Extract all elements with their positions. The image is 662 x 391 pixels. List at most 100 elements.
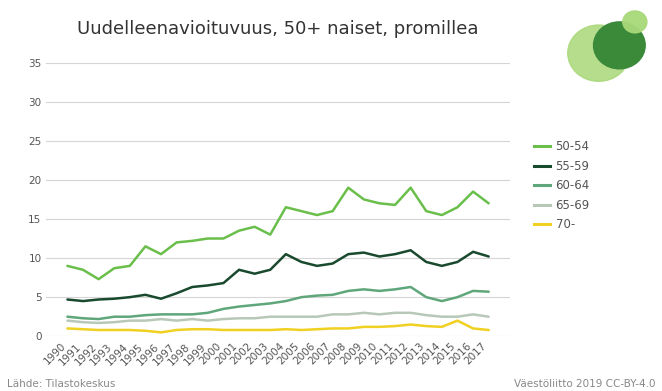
65-69 xyxy=(157,317,165,321)
50-54 xyxy=(64,264,71,268)
70- xyxy=(453,318,461,323)
70- xyxy=(360,325,368,329)
65-69 xyxy=(95,321,103,325)
50-54 xyxy=(438,213,446,217)
Line: 65-69: 65-69 xyxy=(68,313,489,323)
70- xyxy=(282,327,290,332)
70- xyxy=(375,325,383,329)
65-69 xyxy=(422,313,430,317)
50-54 xyxy=(313,213,321,217)
70- xyxy=(142,328,150,333)
Text: Väestöliitto 2019 CC-BY-4.0: Väestöliitto 2019 CC-BY-4.0 xyxy=(514,379,655,389)
60-64 xyxy=(375,289,383,293)
55-59 xyxy=(453,260,461,264)
70- xyxy=(173,328,181,332)
55-59 xyxy=(375,254,383,259)
50-54 xyxy=(469,189,477,194)
55-59 xyxy=(188,285,196,289)
55-59 xyxy=(266,267,274,272)
70- xyxy=(344,326,352,331)
65-69 xyxy=(453,314,461,319)
55-59 xyxy=(204,283,212,288)
65-69 xyxy=(220,317,228,321)
60-64 xyxy=(282,299,290,303)
65-69 xyxy=(469,312,477,317)
Text: Uudelleenavioituvuus, 50+ naiset, promillea: Uudelleenavioituvuus, 50+ naiset, promil… xyxy=(77,20,479,38)
50-54 xyxy=(251,224,259,229)
70- xyxy=(391,324,399,328)
70- xyxy=(204,327,212,332)
Line: 50-54: 50-54 xyxy=(68,188,489,279)
55-59 xyxy=(328,261,336,266)
60-64 xyxy=(438,299,446,303)
55-59 xyxy=(126,295,134,300)
55-59 xyxy=(344,252,352,256)
Text: Lähde: Tilastokeskus: Lähde: Tilastokeskus xyxy=(7,379,115,389)
60-64 xyxy=(157,312,165,317)
50-54 xyxy=(391,203,399,207)
50-54 xyxy=(406,185,414,190)
70- xyxy=(188,327,196,332)
60-64 xyxy=(173,312,181,317)
60-64 xyxy=(344,289,352,293)
60-64 xyxy=(313,293,321,298)
70- xyxy=(406,322,414,327)
50-54 xyxy=(204,236,212,241)
55-59 xyxy=(173,291,181,296)
60-64 xyxy=(469,289,477,293)
50-54 xyxy=(485,201,493,206)
55-59 xyxy=(469,249,477,254)
65-69 xyxy=(328,312,336,317)
55-59 xyxy=(235,267,243,272)
60-64 xyxy=(406,285,414,289)
Line: 55-59: 55-59 xyxy=(68,250,489,301)
65-69 xyxy=(391,310,399,315)
65-69 xyxy=(313,314,321,319)
50-54 xyxy=(297,209,305,213)
65-69 xyxy=(188,317,196,321)
65-69 xyxy=(235,316,243,321)
60-64 xyxy=(79,316,87,321)
50-54 xyxy=(422,209,430,213)
55-59 xyxy=(422,260,430,264)
60-64 xyxy=(360,287,368,292)
55-59 xyxy=(142,292,150,297)
70- xyxy=(297,328,305,332)
60-64 xyxy=(251,303,259,307)
60-64 xyxy=(204,310,212,315)
55-59 xyxy=(95,297,103,302)
70- xyxy=(251,328,259,332)
60-64 xyxy=(111,314,118,319)
50-54 xyxy=(79,267,87,272)
60-64 xyxy=(328,292,336,297)
65-69 xyxy=(375,312,383,317)
70- xyxy=(328,326,336,331)
55-59 xyxy=(157,296,165,301)
70- xyxy=(220,328,228,332)
65-69 xyxy=(360,310,368,315)
55-59 xyxy=(485,254,493,259)
60-64 xyxy=(266,301,274,306)
50-54 xyxy=(126,264,134,268)
70- xyxy=(235,328,243,332)
60-64 xyxy=(220,307,228,311)
50-54 xyxy=(360,197,368,202)
70- xyxy=(422,324,430,328)
65-69 xyxy=(142,318,150,323)
65-69 xyxy=(204,318,212,323)
50-54 xyxy=(173,240,181,245)
55-59 xyxy=(360,250,368,255)
50-54 xyxy=(344,185,352,190)
70- xyxy=(438,325,446,329)
Line: 70-: 70- xyxy=(68,321,489,332)
50-54 xyxy=(95,277,103,282)
65-69 xyxy=(173,318,181,323)
65-69 xyxy=(438,314,446,319)
60-64 xyxy=(126,314,134,319)
65-69 xyxy=(64,318,71,323)
50-54 xyxy=(282,205,290,210)
70- xyxy=(313,327,321,332)
60-64 xyxy=(64,314,71,319)
55-59 xyxy=(251,271,259,276)
Circle shape xyxy=(594,22,645,69)
